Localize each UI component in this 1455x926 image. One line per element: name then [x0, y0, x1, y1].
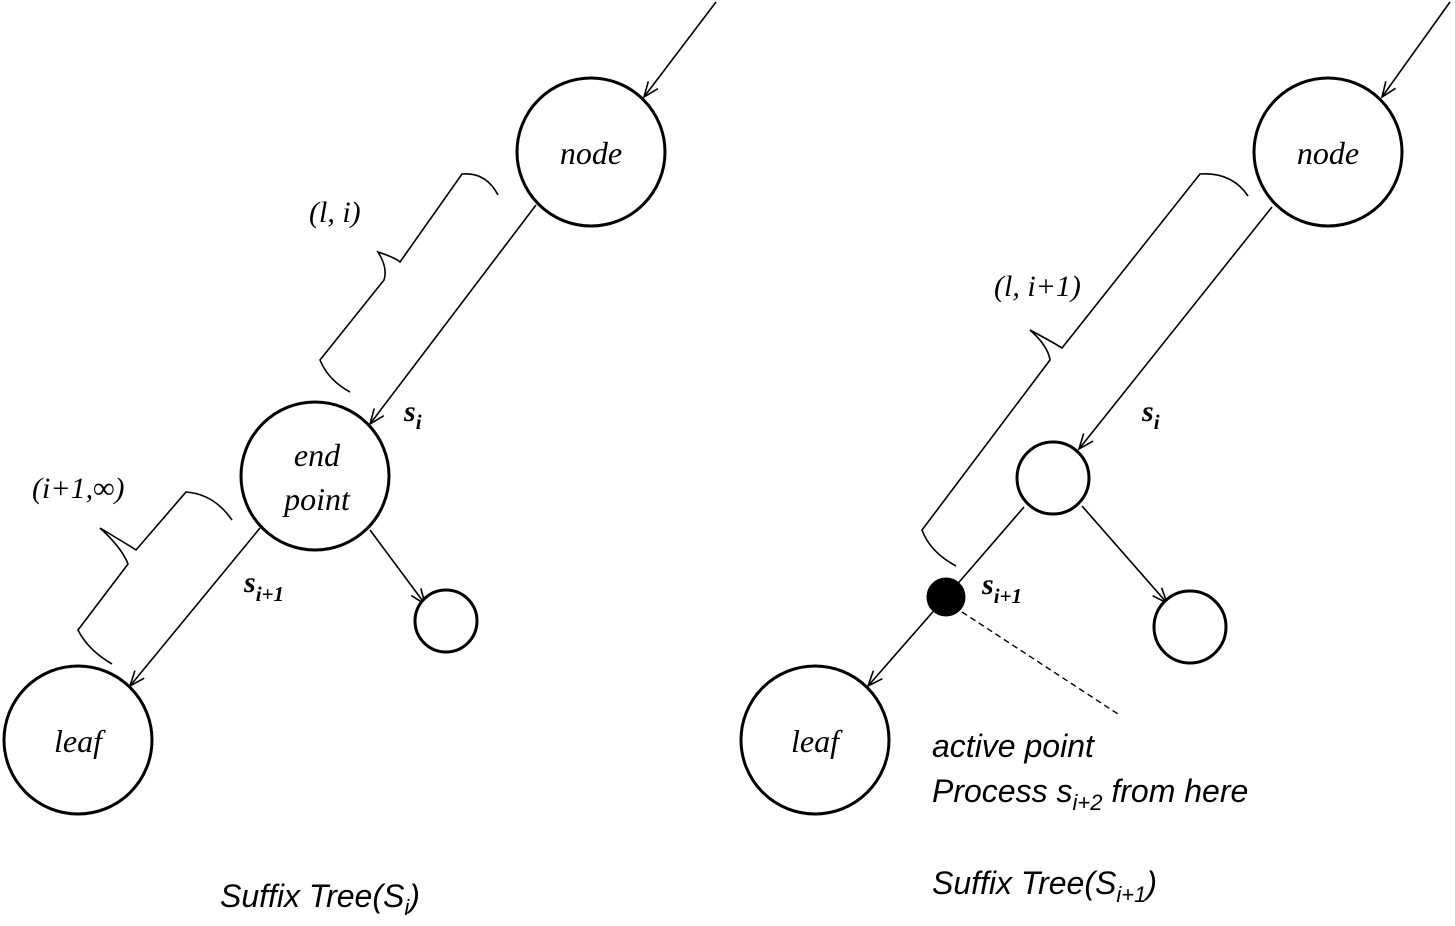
left-child-circle — [415, 590, 477, 652]
left-symbol-si1: si+1 — [243, 566, 284, 606]
left-incoming-edge — [644, 2, 716, 97]
right-leaf-label: leaf — [791, 723, 843, 759]
right-caption: Suffix Tree(Si+1) — [932, 865, 1157, 907]
right-symbol-si1: si+1 — [981, 568, 1022, 608]
left-leaf-label: leaf — [54, 723, 106, 759]
left-leaf-circle — [4, 666, 152, 814]
left-node-label: node — [560, 135, 622, 171]
right-brace — [922, 174, 1248, 566]
left-endpoint-label-2: point — [282, 481, 351, 517]
right-edge-label: (l, i+1) — [994, 270, 1081, 303]
left-endpoint-circle — [241, 402, 389, 550]
left-tree: node end point leaf (l, i) (i+1,∞) si si… — [4, 2, 716, 920]
right-active-point-text: active point — [932, 728, 1095, 764]
right-internal-circle — [1017, 442, 1089, 514]
left-node-circle — [517, 78, 665, 226]
left-lower-brace — [78, 492, 232, 664]
right-edge-internal-to-active — [954, 507, 1024, 588]
right-edge-node-to-internal — [1079, 207, 1272, 449]
left-upper-edge-label: (l, i) — [309, 196, 361, 229]
left-caption: Suffix Tree(Si) — [220, 878, 420, 920]
left-lower-edge-label: (i+1,∞) — [32, 472, 124, 505]
right-child-circle — [1154, 591, 1226, 663]
left-edge-endpoint-to-child — [370, 530, 425, 604]
right-node-label: node — [1297, 135, 1359, 171]
left-upper-brace — [320, 174, 498, 392]
left-symbol-si: si — [403, 395, 422, 434]
right-active-point-dot — [927, 578, 965, 616]
right-edge-active-to-leaf — [868, 606, 938, 686]
right-tree: node leaf (l, i+1) si si+1 active point … — [741, 2, 1450, 907]
left-edge-node-to-endpoint — [370, 205, 536, 424]
right-active-pointer — [962, 612, 1118, 714]
right-edge-internal-to-child — [1082, 506, 1167, 603]
right-node-circle — [1254, 78, 1402, 226]
right-incoming-edge — [1382, 2, 1450, 97]
right-symbol-si: si — [1141, 395, 1160, 434]
left-edge-endpoint-to-leaf — [130, 528, 260, 686]
right-process-text: Process si+2 from here — [932, 773, 1248, 815]
right-leaf-circle — [741, 666, 889, 814]
left-endpoint-label-1: end — [294, 437, 341, 473]
